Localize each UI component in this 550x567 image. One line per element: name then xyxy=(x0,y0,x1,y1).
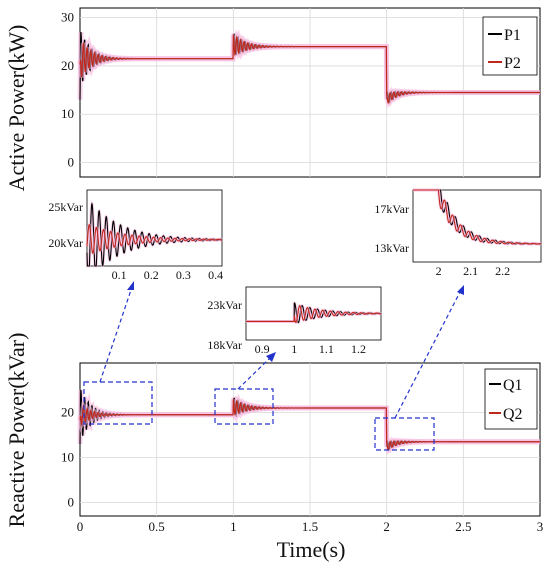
legend-q1-label: Q1 xyxy=(503,377,523,394)
inset-3-y-tick: 13kVar xyxy=(374,241,409,255)
zoom-inset-2: 0.9 1 1.1 1.2 23kVar 18kVar xyxy=(207,286,382,356)
zoom-highlight-boxes xyxy=(83,281,464,451)
reactive-power-y-axis-label: Reactive Power(kVar) xyxy=(4,333,29,528)
inset-3-x-tick: 2.1 xyxy=(463,264,478,278)
reactive-power-x-ticks: 0 0.5 1 1.5 2 2.5 3 xyxy=(77,519,544,534)
inset-2-x-tick: 0.9 xyxy=(255,342,270,356)
legend-box xyxy=(482,16,538,76)
y-tick-label: 0 xyxy=(68,155,75,170)
zoom-arrow-2-head xyxy=(266,352,276,362)
legend-p1-label: P1 xyxy=(504,27,521,44)
zoom-inset-1: 0.1 0.2 0.3 0.4 25kVar 20kVar xyxy=(48,189,223,282)
inset-1-x-tick: 0.2 xyxy=(144,268,159,282)
time-x-axis-label: Time(s) xyxy=(277,537,346,562)
zoom-inset-3: 2 2.1 2.2 17kVar 13kVar xyxy=(374,188,542,278)
zoom-box-1 xyxy=(83,381,153,425)
zoom-arrow-2 xyxy=(237,357,271,390)
inset-3-x-tick: 2 xyxy=(436,264,442,278)
inset-3-curve xyxy=(413,189,542,245)
x-tick-label: 3 xyxy=(537,519,544,534)
inset-3-x-tick: 2.2 xyxy=(495,264,510,278)
reactive-power-series xyxy=(77,389,540,455)
y-tick-label: 0 xyxy=(68,495,75,510)
active-power-plot: 0 10 20 30 Active Power(kW) P1 P2 xyxy=(4,7,541,192)
zoom-box-3 xyxy=(374,417,435,451)
x-tick-label: 1 xyxy=(230,519,237,534)
inset-2-curve xyxy=(246,305,382,323)
active-power-grid xyxy=(80,8,540,177)
legend-box xyxy=(484,368,538,430)
inset-1-curve xyxy=(86,223,223,254)
x-tick-label: 2 xyxy=(383,519,390,534)
y-tick-label: 10 xyxy=(61,450,74,465)
reactive-power-legend: Q1 Q2 xyxy=(484,368,538,430)
active-power-p2-line xyxy=(79,34,540,105)
x-tick-label: 0.5 xyxy=(149,519,165,534)
inset-1-x-tick: 0.3 xyxy=(176,268,191,282)
inset-1-y-tick: 20kVar xyxy=(48,236,83,250)
inset-3-frame xyxy=(412,189,542,263)
x-tick-label: 2.5 xyxy=(455,519,471,534)
active-power-y-axis-label: Active Power(kW) xyxy=(4,25,29,192)
zoom-arrow-1-head xyxy=(127,281,134,290)
inset-2-y-tick: 23kVar xyxy=(207,298,242,312)
inset-1-x-tick: 0.4 xyxy=(208,268,223,282)
legend-p2-label: P2 xyxy=(504,55,521,72)
inset-2-x-tick: 1 xyxy=(291,342,297,356)
y-tick-label: 30 xyxy=(61,10,74,25)
reactive-power-q2-line xyxy=(79,399,540,451)
y-tick-label: 20 xyxy=(61,58,74,73)
x-tick-label: 0 xyxy=(77,519,84,534)
inset-1-y-tick: 25kVar xyxy=(48,200,83,214)
legend-q2-label: Q2 xyxy=(503,406,523,423)
y-tick-label: 20 xyxy=(61,405,74,420)
zoom-arrow-3 xyxy=(394,291,461,419)
y-tick-label: 10 xyxy=(61,106,74,121)
reactive-power-plot: 0 10 20 0 0.5 1 1.5 2 2.5 3 Reactive Power(kVar)… xyxy=(4,333,543,562)
inset-2-x-tick: 1.1 xyxy=(319,342,334,356)
zoom-arrow-3-head xyxy=(457,285,464,295)
active-power-y-ticks: 0 10 20 30 xyxy=(61,10,74,170)
inset-1-x-tick: 0.1 xyxy=(112,268,127,282)
zoom-arrow-1 xyxy=(99,286,133,383)
zoom-box-2 xyxy=(214,388,274,425)
active-power-legend: P1 P2 xyxy=(482,16,538,76)
inset-2-x-tick: 1.2 xyxy=(351,342,366,356)
inset-3-y-tick: 17kVar xyxy=(374,202,409,216)
reactive-power-y-ticks: 0 10 20 xyxy=(61,405,74,510)
inset-2-y-tick: 18kVar xyxy=(207,338,242,352)
active-power-series xyxy=(77,29,540,109)
x-tick-label: 1.5 xyxy=(302,519,318,534)
